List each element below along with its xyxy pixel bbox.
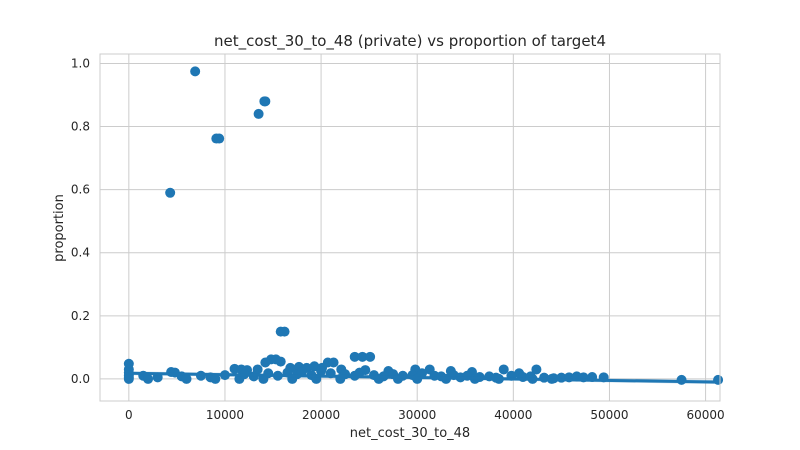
y-tick-label: 0.0 [71, 372, 90, 386]
scatter-point [365, 351, 376, 362]
x-tick-label: 20000 [302, 408, 340, 422]
y-tick-label: 0.4 [71, 246, 90, 260]
scatter-point [260, 96, 271, 107]
scatter-point [143, 373, 154, 384]
scatter-point [373, 373, 384, 384]
scatter-point [349, 351, 360, 362]
scatter-point [531, 364, 542, 375]
scatter-point [354, 367, 365, 378]
x-tick-label: 50000 [590, 408, 628, 422]
gridlines [100, 54, 720, 401]
scatter-point [328, 357, 339, 368]
y-axis-label: proportion [52, 194, 67, 262]
y-tick-label: 0.6 [71, 183, 90, 197]
scatter-point [275, 356, 286, 367]
scatter-point [123, 373, 134, 384]
x-tick-label: 40000 [494, 408, 532, 422]
plot-frame [99, 53, 721, 402]
scatter-point [214, 133, 225, 144]
regression-line-group [128, 371, 721, 384]
scatter-point [392, 373, 403, 384]
scatter-point [498, 364, 509, 375]
tick-labels: 0 10000 20000 30000 40000 50000 60000 0.0 0.2 0.4… [71, 56, 725, 422]
chart-title: net_cost_30_to_48 (private) vs proportio… [214, 32, 606, 51]
scatter-point [253, 108, 264, 119]
y-tick-label: 0.2 [71, 309, 90, 323]
scatter-point [357, 351, 368, 362]
scatter-point [260, 357, 271, 368]
scatter-point [165, 187, 176, 198]
data-points [123, 66, 724, 385]
x-tick-label: 60000 [686, 408, 724, 422]
scatter-point [210, 373, 221, 384]
x-tick-label: 30000 [398, 408, 436, 422]
y-tick-label: 1.0 [71, 56, 90, 70]
scatter-point [190, 66, 201, 77]
scatter-point [676, 374, 687, 385]
scatter-point [316, 366, 327, 377]
y-tick-label: 0.8 [71, 120, 90, 134]
x-tick-label: 0 [125, 408, 133, 422]
x-axis-label: net_cost_30_to_48 [350, 426, 470, 441]
regression-line [128, 371, 721, 384]
scatter-point [181, 373, 192, 384]
x-tick-label: 10000 [206, 408, 244, 422]
scatter-point [279, 326, 290, 337]
